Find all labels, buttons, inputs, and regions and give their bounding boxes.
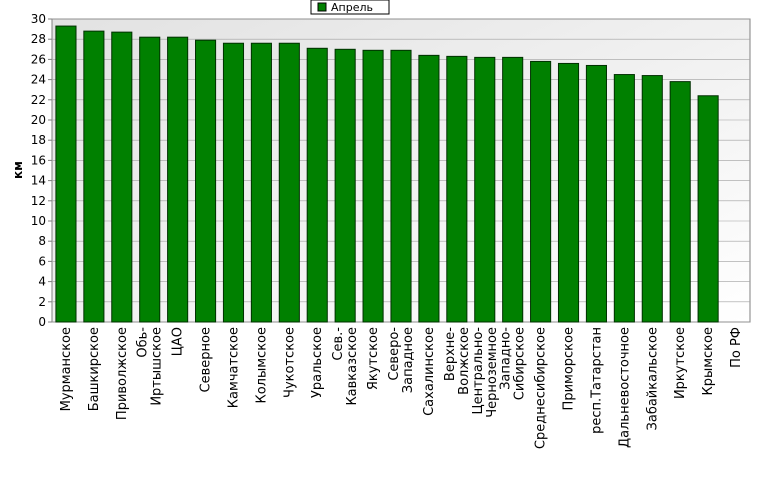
- x-tick-label: Колымское: [254, 327, 269, 404]
- x-tick-label: Уральское: [310, 327, 325, 398]
- bar: [669, 81, 691, 323]
- bar: [250, 42, 272, 323]
- x-tick-label: Сев.-Кавказское: [331, 327, 360, 406]
- bar: [83, 30, 105, 323]
- bar: [530, 60, 552, 323]
- bar: [195, 39, 217, 323]
- y-tick-label: 22: [31, 93, 46, 107]
- bar: [111, 31, 133, 323]
- bar: [585, 64, 607, 323]
- bar: [278, 42, 300, 323]
- x-tick-label: Мурманское: [59, 327, 74, 411]
- x-tick-label: Камчатское: [226, 327, 241, 408]
- x-tick-label: Приморское: [562, 327, 577, 410]
- x-tick-label: Дальневосточное: [617, 327, 632, 448]
- bar: [306, 47, 328, 323]
- x-tick-label: респ.Татарстан: [589, 327, 604, 434]
- y-tick-label: 2: [38, 295, 46, 309]
- y-tick-label: 16: [31, 153, 46, 167]
- bar: [362, 49, 384, 323]
- x-tick-label: ЦАО: [171, 327, 186, 356]
- bar: [446, 55, 468, 323]
- bar: [139, 36, 161, 323]
- bar: [418, 54, 440, 323]
- x-tick-label: Приволжское: [115, 327, 130, 420]
- bar: [334, 48, 356, 323]
- x-tick-label: Крымское: [701, 327, 716, 396]
- x-tick-label: Верхне-Волжское: [443, 327, 472, 395]
- x-tick-label: Чукотское: [282, 327, 297, 398]
- x-tick-label: Центрально-Черноземное: [471, 327, 500, 418]
- bar: [613, 74, 635, 323]
- y-tick-label: 8: [38, 234, 46, 248]
- y-tick-label: 0: [38, 315, 46, 329]
- y-tick-label: 30: [31, 12, 46, 26]
- y-tick-label: 18: [31, 133, 46, 147]
- legend-swatch: [317, 2, 327, 12]
- x-tick-label: Обь-Иртышское: [136, 327, 165, 406]
- y-tick-label: 14: [31, 174, 46, 188]
- x-tick-label: Иркутское: [673, 327, 688, 399]
- y-tick-label: 28: [31, 32, 46, 46]
- bar: [390, 49, 412, 323]
- bar: [474, 56, 496, 323]
- x-tick-label: По РФ: [729, 327, 744, 368]
- x-tick-label: Среднесибирское: [534, 327, 549, 449]
- bar: [641, 75, 663, 323]
- y-tick-label: 12: [31, 194, 46, 208]
- legend: Апрель: [310, 0, 390, 15]
- bar: [222, 42, 245, 323]
- bar: [557, 62, 580, 323]
- x-tick-label: Башкирское: [87, 327, 102, 411]
- x-tick-label: Северное: [199, 327, 214, 392]
- y-axis-label: км: [11, 161, 25, 179]
- x-tick-label: Западно-Сибирское: [499, 327, 528, 401]
- y-tick-label: 6: [38, 254, 46, 268]
- y-tick-label: 26: [31, 52, 46, 66]
- y-tick-label: 24: [31, 73, 46, 87]
- x-tick-label: Якутское: [366, 327, 381, 390]
- y-tick-label: 10: [31, 214, 46, 228]
- x-tick-label: Забайкальское: [645, 327, 660, 430]
- x-tick-label: Сахалинское: [422, 327, 437, 416]
- bar: [697, 95, 719, 323]
- y-tick-label: 4: [38, 275, 46, 289]
- bar: [55, 25, 77, 323]
- y-tick-label: 20: [31, 113, 46, 127]
- legend-label: Апрель: [331, 1, 373, 14]
- legend-box: [310, 0, 390, 15]
- bar: [502, 56, 524, 323]
- x-tick-label: Северо-Западное: [387, 327, 416, 394]
- bar: [167, 36, 189, 323]
